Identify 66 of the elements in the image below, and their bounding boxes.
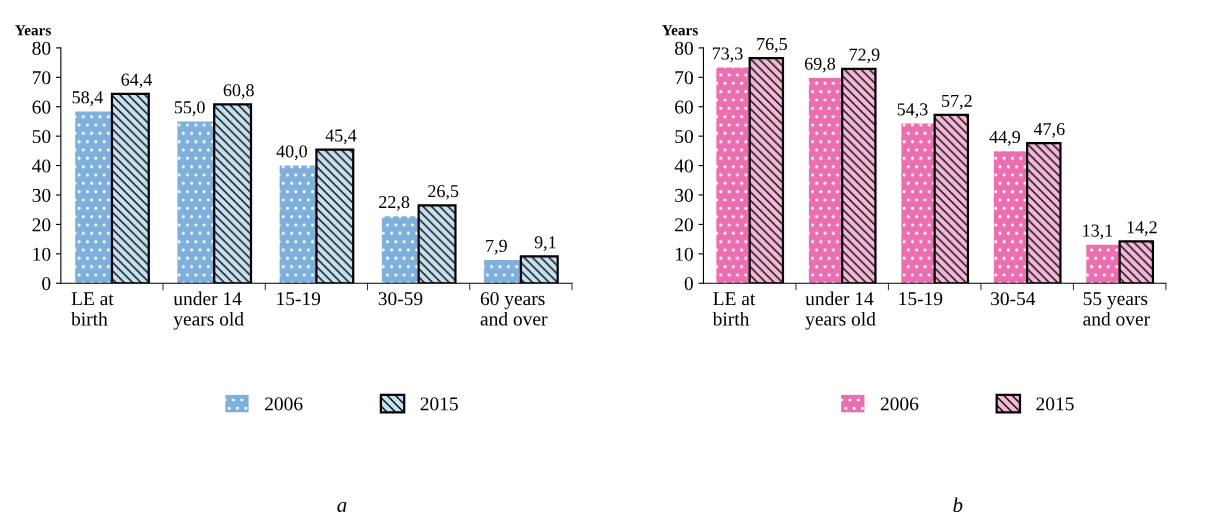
- x-tick-label: under 14 years old: [805, 291, 876, 330]
- bar: [484, 260, 521, 284]
- legend-label: 2006: [265, 397, 303, 411]
- y-tick-label: 30: [32, 188, 51, 202]
- bar: [901, 123, 935, 284]
- data-label: 14,2: [1127, 221, 1157, 236]
- data-label: 72,9: [849, 48, 880, 64]
- y-tick-label: 40: [32, 159, 51, 173]
- y-tick-label: 70: [675, 71, 693, 85]
- bar: [808, 77, 843, 284]
- text: b: [953, 497, 963, 513]
- data-label: 57,2: [942, 94, 972, 110]
- data-label: 73,3: [712, 47, 743, 63]
- y-tick-label: 20: [32, 218, 51, 232]
- data-label: 64,4: [121, 73, 153, 89]
- x-tick-label: 30-59: [378, 292, 423, 306]
- data-label: 76,5: [757, 37, 787, 53]
- x-tick-label: LE at birth: [712, 292, 756, 326]
- y-tick-label: 80: [32, 41, 51, 55]
- y-tick-label: 10: [33, 247, 51, 261]
- data-label: 60,8: [223, 84, 254, 99]
- y-tick-label: 60: [675, 100, 693, 114]
- y-tick-label: 20: [675, 218, 693, 232]
- legend-label: 2015: [1036, 397, 1074, 411]
- bar: [75, 111, 112, 284]
- data-label: 58,4: [72, 91, 103, 106]
- x-tick-label: 60 years and over: [480, 292, 548, 326]
- data-label: 22,8: [379, 195, 410, 211]
- bar: [177, 121, 215, 284]
- text: a: [337, 502, 347, 513]
- y-tick-label: 40: [674, 159, 693, 173]
- data-label: 54,3: [897, 103, 928, 119]
- data-label: 69,8: [804, 57, 836, 73]
- data-label: 26,5: [428, 185, 459, 200]
- y-tick-label: 30: [675, 188, 693, 202]
- y-tick-label: 60: [32, 100, 51, 114]
- data-label: 44,9: [989, 130, 1021, 146]
- x-tick-label: 15-19: [277, 292, 321, 306]
- y-tick-label: 80: [675, 41, 693, 55]
- y-axis-title: Years: [15, 25, 51, 36]
- bar: [279, 165, 317, 284]
- y-tick-label: 70: [32, 71, 51, 85]
- data-label: 55,0: [174, 101, 205, 116]
- data-label: 9,1: [534, 236, 556, 251]
- x-tick-label: 55 years and over: [1083, 292, 1150, 326]
- data-label: 13,1: [1083, 224, 1113, 240]
- bar: [716, 67, 750, 284]
- data-label: 47,6: [1033, 123, 1065, 138]
- y-tick-label: 10: [675, 247, 693, 261]
- y-tick-label: 0: [42, 277, 51, 291]
- x-tick-label: LE at birth: [71, 292, 114, 326]
- y-tick-label: 50: [675, 129, 693, 144]
- x-tick-label: 15-19: [899, 292, 943, 306]
- y-tick-label: 50: [32, 129, 51, 144]
- x-tick-label: 30-54: [991, 292, 1036, 306]
- data-label: 45,4: [325, 129, 357, 145]
- legend-label: 2015: [420, 397, 458, 411]
- data-label: 7,9: [486, 239, 507, 255]
- y-tick-label: 0: [684, 277, 693, 291]
- bar: [1086, 244, 1120, 284]
- x-tick-label: under 14 years old: [173, 291, 244, 330]
- y-axis-title: Years: [662, 25, 698, 36]
- bar: [381, 216, 419, 284]
- data-label: 40,0: [276, 145, 307, 161]
- bar: [993, 151, 1028, 284]
- legend-label: 2006: [880, 397, 919, 411]
